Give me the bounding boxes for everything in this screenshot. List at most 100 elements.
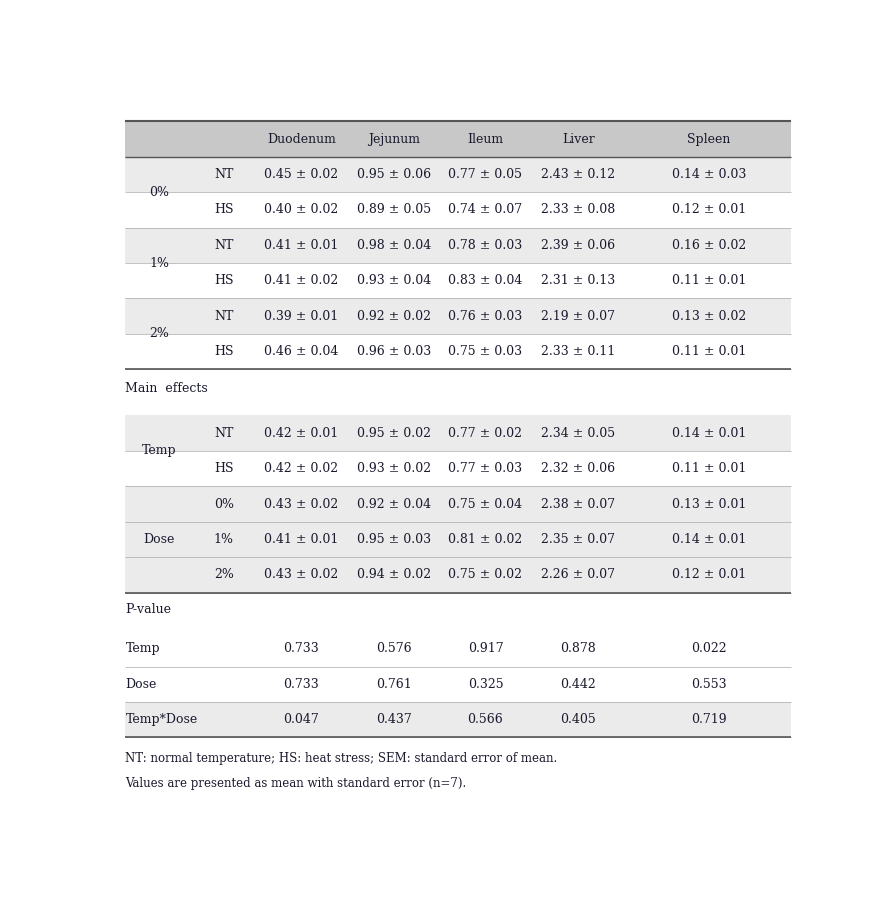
Text: 0.77 ± 0.05: 0.77 ± 0.05 (449, 168, 523, 181)
Text: 0.12 ± 0.01: 0.12 ± 0.01 (672, 203, 746, 217)
Text: 0.78 ± 0.03: 0.78 ± 0.03 (449, 239, 523, 252)
Bar (126, 666, 791, 702)
Text: 0.41 ± 0.02: 0.41 ± 0.02 (264, 274, 338, 287)
Text: NT: NT (214, 239, 234, 252)
Text: 0.022: 0.022 (691, 642, 727, 655)
Text: 0.81 ± 0.02: 0.81 ± 0.02 (449, 533, 523, 546)
Text: 0.11 ± 0.01: 0.11 ± 0.01 (672, 274, 747, 287)
Bar (126, 334, 791, 370)
Text: 0.14 ± 0.01: 0.14 ± 0.01 (672, 426, 747, 440)
Text: 0.95 ± 0.03: 0.95 ± 0.03 (358, 533, 432, 546)
Bar (126, 522, 791, 557)
Text: 0.878: 0.878 (560, 642, 597, 655)
Text: 0.39 ± 0.01: 0.39 ± 0.01 (264, 309, 338, 323)
Text: Temp: Temp (126, 642, 160, 655)
Text: 0.41 ± 0.01: 0.41 ± 0.01 (264, 533, 339, 546)
Text: 0.92 ± 0.02: 0.92 ± 0.02 (358, 309, 432, 323)
Text: 0.733: 0.733 (284, 678, 319, 691)
Text: 0.047: 0.047 (284, 713, 319, 727)
Text: 0.405: 0.405 (560, 713, 597, 727)
Text: 0.12 ± 0.01: 0.12 ± 0.01 (672, 568, 746, 581)
Text: 0.13 ± 0.01: 0.13 ± 0.01 (672, 498, 747, 511)
Text: 1%: 1% (214, 533, 234, 546)
Text: 0.95 ± 0.02: 0.95 ± 0.02 (358, 426, 432, 440)
Text: NT: NT (214, 309, 234, 323)
Text: 2%: 2% (149, 328, 169, 340)
Text: 0.93 ± 0.02: 0.93 ± 0.02 (358, 462, 432, 475)
Text: 0.16 ± 0.02: 0.16 ± 0.02 (672, 239, 746, 252)
Text: NT: NT (214, 168, 234, 181)
Text: HS: HS (214, 345, 234, 358)
Text: 0.14 ± 0.03: 0.14 ± 0.03 (672, 168, 747, 181)
Text: 2.26 ± 0.07: 2.26 ± 0.07 (541, 568, 615, 581)
Text: 0.75 ± 0.03: 0.75 ± 0.03 (449, 345, 523, 358)
Text: 0.42 ± 0.01: 0.42 ± 0.01 (264, 426, 338, 440)
Bar (126, 192, 791, 228)
Text: Jejunum: Jejunum (368, 133, 420, 145)
Text: 0.94 ± 0.02: 0.94 ± 0.02 (358, 568, 432, 581)
Text: 0.89 ± 0.05: 0.89 ± 0.05 (358, 203, 432, 217)
Bar (126, 557, 791, 593)
Text: Values are presented as mean with standard error (n=7).: Values are presented as mean with standa… (126, 777, 467, 790)
Bar (126, 451, 791, 487)
Text: 0.437: 0.437 (376, 713, 412, 727)
Bar (126, 228, 791, 263)
Text: 0.92 ± 0.04: 0.92 ± 0.04 (358, 498, 432, 511)
Text: 0.11 ± 0.01: 0.11 ± 0.01 (672, 345, 747, 358)
Text: Duodenum: Duodenum (267, 133, 335, 145)
Text: 0.43 ± 0.02: 0.43 ± 0.02 (264, 568, 338, 581)
Bar (126, 415, 791, 451)
Text: 0.77 ± 0.02: 0.77 ± 0.02 (449, 426, 523, 440)
Text: 0.43 ± 0.02: 0.43 ± 0.02 (264, 498, 338, 511)
Text: 0.42 ± 0.02: 0.42 ± 0.02 (264, 462, 338, 475)
Bar (126, 122, 791, 156)
Text: 2.38 ± 0.07: 2.38 ± 0.07 (541, 498, 615, 511)
Bar (126, 156, 791, 192)
Bar (126, 298, 791, 334)
Text: Liver: Liver (562, 133, 595, 145)
Text: 0.40 ± 0.02: 0.40 ± 0.02 (264, 203, 338, 217)
Text: 2.33 ± 0.11: 2.33 ± 0.11 (541, 345, 615, 358)
Text: 1%: 1% (149, 256, 169, 270)
Bar (126, 702, 791, 737)
Text: Temp*Dose: Temp*Dose (126, 713, 198, 727)
Text: 0.761: 0.761 (376, 678, 412, 691)
Text: 0.917: 0.917 (467, 642, 503, 655)
Text: 0.75 ± 0.04: 0.75 ± 0.04 (449, 498, 523, 511)
Text: Spleen: Spleen (688, 133, 731, 145)
Text: HS: HS (214, 462, 234, 475)
Text: 0.442: 0.442 (560, 678, 597, 691)
Text: 2.19 ± 0.07: 2.19 ± 0.07 (541, 309, 615, 323)
Text: 0.719: 0.719 (691, 713, 727, 727)
Text: Main  effects: Main effects (126, 382, 208, 395)
Text: 2.33 ± 0.08: 2.33 ± 0.08 (541, 203, 615, 217)
Text: Ileum: Ileum (467, 133, 503, 145)
Bar (126, 631, 791, 666)
Text: 0%: 0% (214, 498, 234, 511)
Text: 0.76 ± 0.03: 0.76 ± 0.03 (449, 309, 523, 323)
Text: 2.32 ± 0.06: 2.32 ± 0.06 (541, 462, 615, 475)
Text: 2.35 ± 0.07: 2.35 ± 0.07 (541, 533, 615, 546)
Text: 0.95 ± 0.06: 0.95 ± 0.06 (358, 168, 432, 181)
Text: 0.74 ± 0.07: 0.74 ± 0.07 (449, 203, 523, 217)
Text: 0.98 ± 0.04: 0.98 ± 0.04 (358, 239, 432, 252)
Text: 0.11 ± 0.01: 0.11 ± 0.01 (672, 462, 747, 475)
Bar (126, 263, 791, 298)
Text: 0.93 ± 0.04: 0.93 ± 0.04 (358, 274, 432, 287)
Text: 0%: 0% (149, 186, 169, 199)
Text: 0.46 ± 0.04: 0.46 ± 0.04 (264, 345, 339, 358)
Text: HS: HS (214, 274, 234, 287)
Text: NT: normal temperature; HS: heat stress; SEM: standard error of mean.: NT: normal temperature; HS: heat stress;… (126, 752, 558, 766)
Text: 0.77 ± 0.03: 0.77 ± 0.03 (449, 462, 523, 475)
Bar (126, 487, 791, 522)
Text: 0.45 ± 0.02: 0.45 ± 0.02 (264, 168, 338, 181)
Text: P-value: P-value (126, 603, 171, 617)
Text: 2%: 2% (214, 568, 234, 581)
Text: NT: NT (214, 426, 234, 440)
Text: 0.83 ± 0.04: 0.83 ± 0.04 (449, 274, 523, 287)
Text: Dose: Dose (144, 533, 175, 546)
Text: 0.553: 0.553 (691, 678, 727, 691)
Text: 0.576: 0.576 (376, 642, 412, 655)
Text: 0.41 ± 0.01: 0.41 ± 0.01 (264, 239, 339, 252)
Text: 2.39 ± 0.06: 2.39 ± 0.06 (541, 239, 615, 252)
